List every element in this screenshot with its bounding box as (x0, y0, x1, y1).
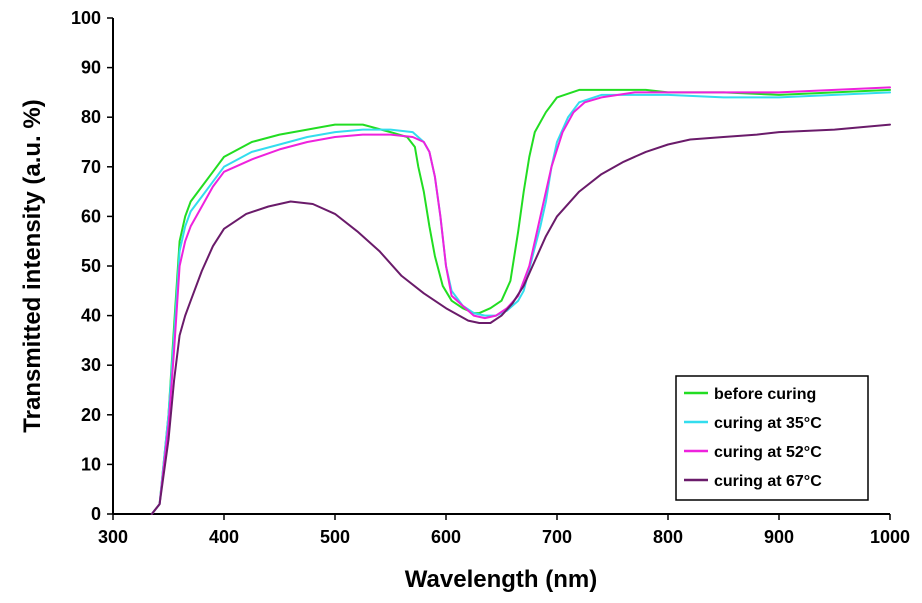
y-tick-label: 10 (81, 454, 101, 474)
y-tick-label: 30 (81, 355, 101, 375)
legend-label: before curing (714, 386, 816, 403)
y-tick-label: 90 (81, 58, 101, 78)
legend-label: curing at 35°C (714, 415, 822, 432)
x-tick-label: 400 (209, 527, 239, 547)
x-tick-label: 500 (320, 527, 350, 547)
y-tick-label: 60 (81, 206, 101, 226)
x-tick-group: 300 400 500 600 700 800 900 1000 (98, 514, 910, 547)
series-line-1 (150, 88, 891, 515)
y-tick-label: 0 (91, 504, 101, 524)
x-tick-label: 700 (542, 527, 572, 547)
series-line-4 (150, 123, 891, 515)
y-tick-label: 40 (81, 306, 101, 326)
y-axis-title: Transmitted intensity (a.u. %) (19, 99, 46, 432)
x-axis-title: Wavelength (nm) (405, 566, 597, 593)
series-line-3 (150, 86, 891, 515)
y-tick-label: 80 (81, 107, 101, 127)
y-tick-label: 50 (81, 256, 101, 276)
y-tick-label: 20 (81, 405, 101, 425)
series-group (150, 86, 891, 515)
x-tick-label: 900 (764, 527, 794, 547)
y-tick-label: 100 (71, 8, 101, 28)
x-tick-label: 800 (653, 527, 683, 547)
y-tick-label: 70 (81, 157, 101, 177)
x-tick-label: 1000 (870, 527, 910, 547)
legend-label: curing at 52°C (714, 444, 822, 461)
x-tick-label: 300 (98, 527, 128, 547)
legend-label: curing at 67°C (714, 473, 822, 490)
legend: before curing curing at 35°C curing at 52°… (675, 375, 869, 501)
y-tick-group: 0 10 20 30 40 50 60 70 80 90 100 (71, 8, 113, 524)
x-tick-label: 600 (431, 527, 461, 547)
